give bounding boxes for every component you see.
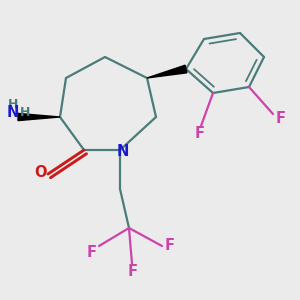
Text: F: F — [128, 264, 138, 279]
Text: F: F — [194, 126, 205, 141]
Text: F: F — [275, 111, 286, 126]
Text: O: O — [34, 165, 47, 180]
Text: F: F — [165, 238, 175, 253]
Text: H: H — [20, 106, 30, 119]
Polygon shape — [147, 65, 187, 78]
Text: H: H — [8, 98, 18, 112]
Text: F: F — [86, 245, 97, 260]
Text: N: N — [6, 105, 19, 120]
Polygon shape — [18, 113, 60, 121]
Text: N: N — [116, 144, 129, 159]
